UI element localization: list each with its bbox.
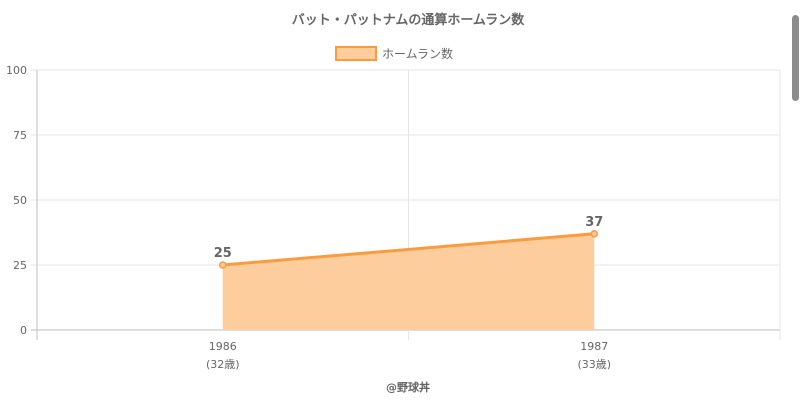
x-tick-label: 1986 <box>209 340 237 353</box>
x-tick-label: 1987 <box>580 340 608 353</box>
y-tick-label: 50 <box>13 194 27 207</box>
chart-credit: @野球丼 <box>386 380 430 394</box>
grid <box>31 69 781 340</box>
series-line <box>222 232 595 267</box>
data-label: 37 <box>585 215 603 230</box>
data-point <box>219 261 227 269</box>
scrollbar-thumb[interactable] <box>792 15 799 101</box>
legend-swatch <box>335 46 377 61</box>
x-tick-sublabel: (32歳) <box>206 358 240 371</box>
data-point <box>590 230 598 238</box>
x-tick-sublabel: (33歳) <box>577 358 611 371</box>
y-tick-label: 100 <box>6 64 27 77</box>
axis-labels: 0 25 50 75 100 1986 (32歳) 1987 (33歳) 25 37 <box>6 64 611 371</box>
data-label: 25 <box>214 246 232 261</box>
y-tick-label: 25 <box>13 259 27 272</box>
chart-title: バット・パットナムの通算ホームラン数 <box>292 12 526 28</box>
y-tick-label: 75 <box>13 129 27 142</box>
legend[interactable]: ホームラン数 <box>335 46 453 61</box>
y-tick-label: 0 <box>20 324 27 337</box>
scrollbar[interactable] <box>788 0 800 400</box>
legend-label: ホームラン数 <box>382 46 453 61</box>
plot-area <box>219 230 598 330</box>
